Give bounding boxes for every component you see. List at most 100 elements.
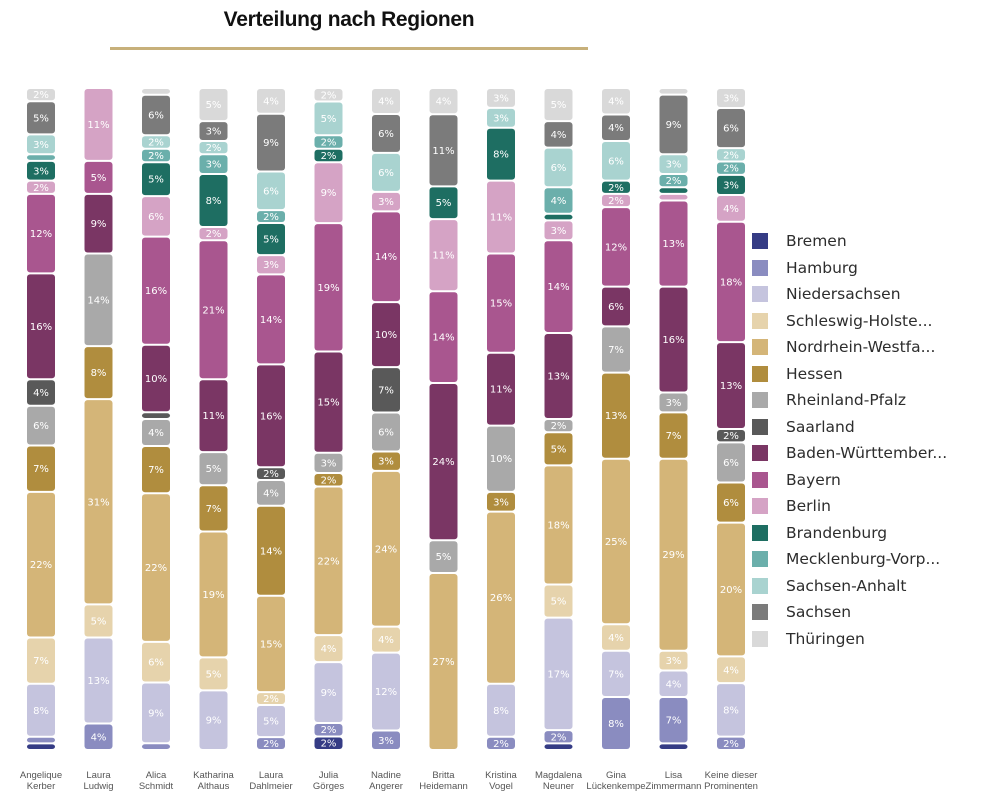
data-label-schleswig-holste-0: 7% (33, 656, 49, 667)
legend-label: Baden-Württember... (786, 444, 948, 463)
legend-item-rheinland-pfalz: Rheinland-Pfalz (752, 387, 947, 414)
bar-segment-nordrhein-westfa-7 (429, 574, 458, 749)
bar-segment-th-ringen-2 (142, 89, 170, 94)
bar-segment-bayern-3 (199, 241, 228, 379)
data-label-hamburg-12: 2% (723, 739, 739, 750)
data-label-hessen-12: 6% (723, 498, 739, 509)
legend: Bremen Hamburg Niedersachsen Schleswig-Hols… (752, 228, 947, 652)
data-label-sachsen-anhalt-12: 2% (723, 150, 739, 161)
data-label-bayern-9: 14% (547, 282, 569, 293)
data-label-nordrhein-westfa-5: 22% (317, 556, 339, 567)
bar-segment-baden-w-rttember-12 (717, 343, 745, 429)
legend-item-hamburg: Hamburg (752, 255, 947, 282)
legend-swatch (752, 604, 768, 621)
data-label-bayern-6: 14% (375, 252, 397, 263)
category-label-7: Britta Heidemann (419, 770, 468, 792)
bar-segment-brandenburg-9 (544, 214, 573, 220)
bar-segment-bayern-0 (27, 194, 55, 273)
legend-swatch (752, 233, 768, 250)
bar-segment-rheinland-pfalz-6 (372, 413, 400, 451)
bar-segment-nordrhein-westfa-5 (314, 487, 343, 635)
data-label-sachsen-2: 6% (148, 111, 164, 122)
data-label-hamburg-11: 7% (666, 716, 682, 727)
bar-segment-hessen-8 (487, 492, 515, 511)
data-label-brandenburg-4: 5% (263, 235, 279, 246)
category-label-12: Keine dieser Prominenten (704, 770, 758, 792)
bar-segment-mecklenburg-vorp-4 (257, 211, 285, 222)
data-label-bayern-2: 16% (145, 286, 167, 297)
data-label-schleswig-holste-11: 3% (666, 656, 682, 667)
data-label-hessen-1: 8% (91, 368, 107, 379)
bar-segment-niedersachsen-4 (257, 706, 285, 737)
data-label-brandenburg-7: 5% (436, 198, 452, 209)
legend-swatch (752, 339, 768, 356)
bar-segment-rheinland-pfalz-1 (84, 254, 113, 346)
data-label-sachsen-anhalt-4: 6% (263, 186, 279, 197)
data-label-berlin-2: 6% (148, 212, 164, 223)
bar-segment-rheinland-pfalz-3 (199, 453, 228, 485)
bar-segment-berlin-11 (659, 194, 688, 200)
bar-segment-nordrhein-westfa-3 (199, 532, 228, 657)
category-label-2: Alica Schmidt (139, 770, 174, 792)
data-label-baden-w-rttember-9: 13% (547, 371, 569, 382)
data-label-hamburg-1: 4% (91, 732, 107, 743)
bar-segment-schleswig-holste-9 (544, 585, 573, 617)
data-label-brandenburg-3: 8% (206, 196, 222, 207)
data-label-brandenburg-2: 5% (148, 175, 164, 186)
data-label-baden-w-rttember-10: 6% (608, 302, 624, 313)
data-label-schleswig-holste-1: 5% (91, 616, 107, 627)
data-label-sachsen-4: 9% (263, 138, 279, 149)
bar-segment-sachsen-anhalt-12 (717, 149, 745, 161)
data-label-nordrhein-westfa-7: 27% (432, 657, 454, 668)
data-label-niedersachsen-5: 9% (321, 688, 337, 699)
data-label-baden-w-rttember-1: 9% (91, 219, 107, 230)
bar-segment-mecklenburg-vorp-5 (314, 136, 343, 148)
category-label-8: Kristina Vogel (485, 770, 517, 792)
bar-segment-bayern-5 (314, 224, 343, 351)
legend-item-baden-w-rttember: Baden-Württember... (752, 440, 947, 467)
data-label-niedersachsen-6: 12% (375, 687, 397, 698)
bar-segment-hessen-3 (199, 486, 228, 531)
bar-segment-sachsen-0 (27, 102, 55, 134)
category-label-11: Lisa Zimmermann (646, 770, 702, 792)
bar-segment-schleswig-holste-6 (372, 627, 400, 652)
data-label-rheinland-pfalz-10: 7% (608, 345, 624, 356)
data-label-baden-w-rttember-6: 10% (375, 330, 397, 341)
data-label-schleswig-holste-10: 4% (608, 633, 624, 644)
data-label-schleswig-holste-5: 4% (321, 644, 337, 655)
data-label-th-ringen-4: 4% (263, 96, 279, 107)
category-label-5: Julia Görges (313, 770, 344, 792)
bar-segment-rheinland-pfalz-10 (602, 327, 630, 372)
data-label-sachsen-anhalt-3: 2% (206, 143, 222, 154)
bar-segment-niedersachsen-1 (84, 638, 113, 723)
data-label-rheinland-pfalz-4: 4% (263, 488, 279, 499)
legend-item-sachsen: Sachsen (752, 599, 947, 626)
data-label-nordrhein-westfa-1: 31% (87, 497, 109, 508)
bar-segment-nordrhein-westfa-9 (544, 466, 573, 584)
legend-item-schleswig-holste: Schleswig-Holste... (752, 308, 947, 335)
data-label-bremen-5: 2% (321, 739, 337, 750)
data-label-niedersachsen-12: 8% (723, 705, 739, 716)
data-label-th-ringen-5: 2% (321, 90, 337, 101)
data-label-saarland-12: 2% (723, 431, 739, 442)
bar-segment-hamburg-2 (142, 744, 170, 749)
bar-segment-baden-w-rttember-10 (602, 287, 630, 326)
data-label-sachsen-anhalt-2: 2% (148, 138, 164, 149)
data-label-hessen-3: 7% (206, 504, 222, 515)
data-label-sachsen-anhalt-11: 3% (666, 160, 682, 171)
bar-segment-th-ringen-11 (659, 89, 688, 94)
data-label-berlin-8: 11% (490, 213, 512, 224)
category-label-1: Laura Ludwig (83, 770, 113, 792)
data-label-nordrhein-westfa-11: 29% (662, 550, 684, 561)
bar-segment-schleswig-holste-3 (199, 658, 228, 690)
bar-segment-hamburg-9 (544, 731, 573, 743)
bar-segment-niedersachsen-2 (142, 683, 170, 743)
data-label-mecklenburg-vorp-4: 2% (263, 212, 279, 223)
bar-segment-baden-w-rttember-11 (659, 287, 688, 392)
bar-segment-sachsen-anhalt-3 (199, 141, 228, 154)
data-label-berlin-0: 2% (33, 183, 49, 194)
bar-segment-niedersachsen-11 (659, 671, 688, 697)
bar-segment-rheinland-pfalz-0 (27, 406, 55, 445)
bar-segment-baden-w-rttember-4 (257, 365, 285, 467)
bar-segment-berlin-2 (142, 197, 170, 236)
